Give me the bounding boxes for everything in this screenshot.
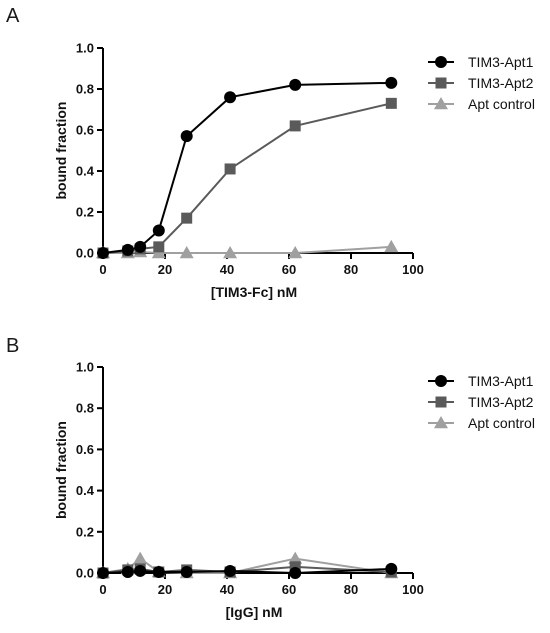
data-point-tim3-apt1 (224, 91, 237, 104)
legend-label: TIM3-Apt2 (468, 394, 534, 410)
series-line-tim3-apt1 (102, 81, 392, 254)
data-point-apt-control (133, 551, 148, 564)
legend-marker (435, 396, 447, 408)
data-point-tim3-apt1 (180, 565, 193, 578)
legend: TIM3-Apt1 TIM3-Apt2 Apt control (428, 54, 535, 112)
panel-letter: A (6, 5, 20, 27)
data-point-tim3-apt2 (289, 561, 301, 573)
legend-marker (435, 77, 447, 89)
x-tick-label: 80 (344, 582, 358, 597)
chart-panel-b: B 0.0 0.2 0.4 0.6 0.8 1.0 0 20 40 60 80 100 [IgG] nM b… (6, 335, 535, 620)
legend-label: TIM3-Apt1 (468, 373, 534, 389)
legend-marker (435, 56, 447, 68)
y-tick-label: 0.2 (76, 205, 94, 220)
data-point-tim3-apt1 (121, 243, 134, 256)
y-axis-label: bound fraction (53, 421, 69, 519)
legend-label: Apt control (468, 415, 535, 431)
legend-label: TIM3-Apt1 (468, 54, 534, 70)
legend-label: Apt control (468, 96, 535, 112)
legend-marker (434, 97, 448, 110)
x-tick-label: 40 (220, 582, 234, 597)
data-point-tim3-apt1 (97, 247, 109, 259)
legend-marker (435, 375, 447, 387)
data-point-tim3-apt2 (153, 241, 165, 253)
legend-marker (434, 416, 448, 429)
x-tick-label: 60 (282, 262, 296, 277)
data-point-tim3-apt2 (385, 97, 397, 109)
data-point-tim3-apt1 (289, 567, 302, 579)
y-tick-label: 0.0 (76, 246, 94, 261)
x-tick-label: 0 (99, 582, 106, 597)
data-point-tim3-apt1 (134, 240, 147, 253)
y-tick-label: 1.0 (76, 360, 94, 375)
legend: TIM3-Apt1 TIM3-Apt2 Apt control (428, 373, 535, 431)
series-line-tim3-apt2 (102, 102, 392, 254)
y-tick-label: 0.8 (76, 82, 94, 97)
y-tick-label: 0.4 (76, 164, 95, 179)
x-axis-label: [TIM3-Fc] nM (211, 284, 297, 300)
x-tick-label: 100 (402, 582, 424, 597)
legend-label: TIM3-Apt2 (468, 75, 534, 91)
x-axis-label: [IgG] nM (226, 604, 283, 620)
y-axis-label: bound fraction (53, 102, 69, 200)
data-point-apt-control (384, 239, 399, 253)
y-tick-label: 0.6 (76, 123, 94, 138)
data-point-tim3-apt1 (121, 565, 134, 578)
x-tick-label: 80 (344, 262, 358, 277)
data-point-tim3-apt1 (385, 562, 398, 575)
data-point-tim3-apt1 (152, 565, 165, 578)
x-tick-label: 0 (99, 262, 106, 277)
y-tick-label: 1.0 (76, 41, 94, 56)
data-point-tim3-apt2 (181, 212, 193, 224)
data-point-tim3-apt1 (97, 567, 109, 579)
y-tick-label: 0.2 (76, 524, 94, 539)
x-tick-label: 20 (158, 262, 172, 277)
x-tick-label: 60 (282, 582, 296, 597)
data-point-tim3-apt1 (134, 564, 147, 577)
data-point-apt-control (223, 246, 238, 259)
y-tick-label: 0.4 (76, 483, 95, 498)
data-point-tim3-apt1 (224, 564, 237, 577)
data-point-tim3-apt2 (289, 120, 301, 132)
y-tick-label: 0.0 (76, 566, 94, 581)
data-point-apt-control (179, 246, 194, 259)
x-tick-label: 20 (158, 582, 172, 597)
x-tick-label: 100 (402, 262, 424, 277)
y-tick-label: 0.6 (76, 442, 94, 457)
chart-panel-a: A 0.0 0.2 0.4 0.6 0.8 1.0 0 20 40 60 80 100 [TIM3-Fc]… (6, 5, 535, 300)
y-tick-label: 0.8 (76, 401, 94, 416)
data-point-tim3-apt1 (289, 78, 302, 91)
data-point-tim3-apt1 (180, 130, 193, 143)
data-point-apt-control (288, 551, 303, 564)
panel-letter: B (6, 335, 19, 357)
data-point-tim3-apt2 (224, 163, 236, 175)
data-point-tim3-apt1 (385, 76, 398, 89)
data-point-tim3-apt1 (152, 224, 165, 237)
x-tick-label: 40 (220, 262, 234, 277)
data-point-apt-control (288, 246, 303, 259)
